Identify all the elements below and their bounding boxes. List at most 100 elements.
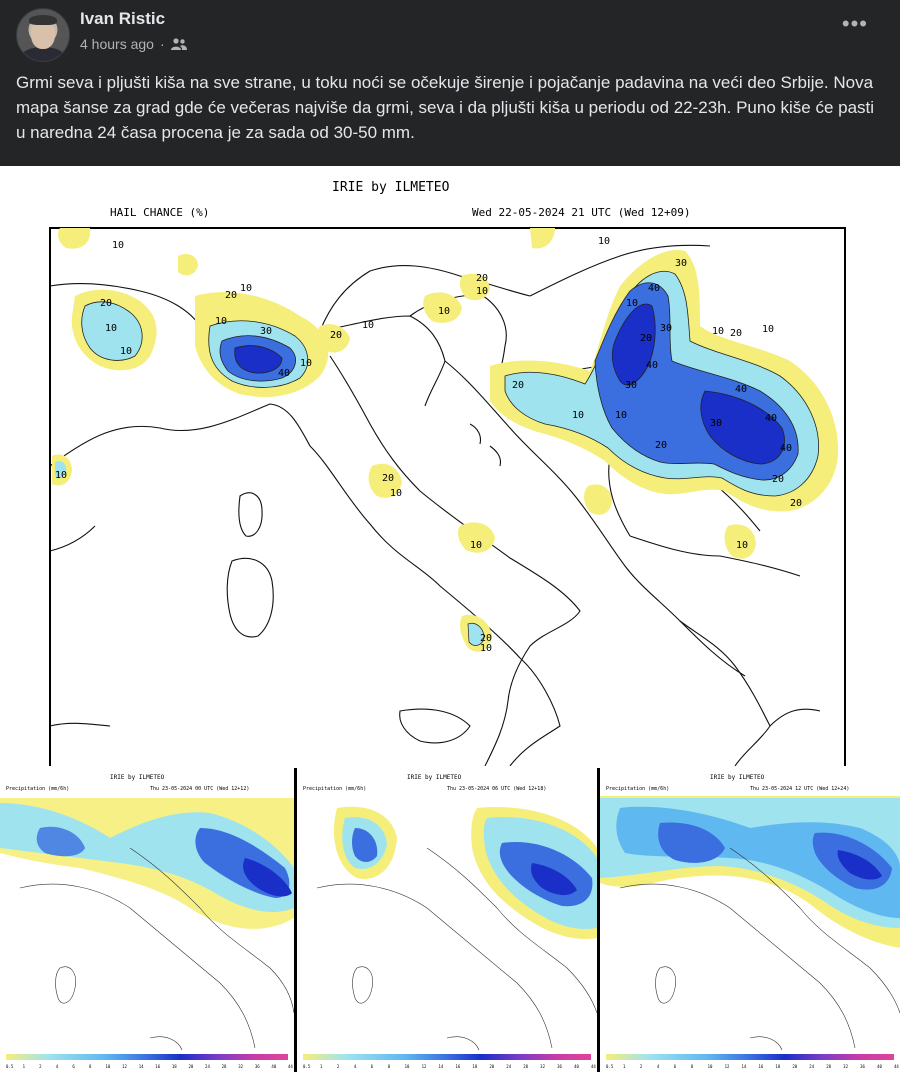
thumbnail-3-left-label: Precipitation (mm/6h) <box>606 786 669 792</box>
svg-text:20: 20 <box>476 273 488 284</box>
legend-tick: 40 <box>574 1064 579 1069</box>
legend-tick: 1 <box>623 1064 626 1069</box>
svg-text:10: 10 <box>105 323 117 334</box>
thumbnail-2-map: IRIE by ILMETEO Precipitation (mm/6h) Th… <box>297 768 597 1072</box>
legend-tick: 20 <box>792 1064 797 1069</box>
svg-text:20: 20 <box>330 330 342 341</box>
svg-text:20: 20 <box>772 474 784 485</box>
legend-tick: 16 <box>155 1064 160 1069</box>
legend-tick: 40 <box>271 1064 276 1069</box>
thumbnail-1-title: IRIE by ILMETEO <box>110 774 165 781</box>
legend-tick: 44 <box>288 1064 293 1069</box>
legend-tick: 20 <box>188 1064 193 1069</box>
svg-text:10: 10 <box>736 540 748 551</box>
svg-text:10: 10 <box>215 316 227 327</box>
legend-tick: 8 <box>89 1064 92 1069</box>
post-time[interactable]: 4 hours ago <box>80 36 154 52</box>
legend-tick: 6 <box>72 1064 75 1069</box>
thumbnail-1-map: IRIE by ILMETEO Precipitation (mm/6h) Th… <box>0 768 294 1072</box>
avatar[interactable] <box>16 8 70 62</box>
legend-tick: 10 <box>708 1064 713 1069</box>
hail-chance-map: IRIE by ILMETEO HAIL CHANCE (%) Wed 22-0… <box>0 166 900 766</box>
legend-tick: 20 <box>489 1064 494 1069</box>
legend-tick: 18 <box>472 1064 477 1069</box>
svg-text:20: 20 <box>730 328 742 339</box>
thumbnail-1-legend <box>6 1054 288 1060</box>
meta-separator: · <box>159 36 165 52</box>
author-name[interactable]: Ivan Ristic <box>80 9 166 28</box>
legend-tick: 2 <box>337 1064 340 1069</box>
thumbnail-2-legend <box>303 1054 591 1060</box>
legend-tick: 18 <box>775 1064 780 1069</box>
legend-tick: 4 <box>56 1064 59 1069</box>
legend-tick: 2 <box>640 1064 643 1069</box>
thumbnail-3-legend <box>606 1054 894 1060</box>
thumbnail-2-title: IRIE by ILMETEO <box>407 774 462 781</box>
svg-text:20: 20 <box>640 333 652 344</box>
friends-icon[interactable] <box>170 38 187 50</box>
legend-tick: 10 <box>106 1064 111 1069</box>
thumbnail-2[interactable]: IRIE by ILMETEO Precipitation (mm/6h) Th… <box>297 768 597 1072</box>
thumbnail-3-title: IRIE by ILMETEO <box>710 774 765 781</box>
legend-tick: 1 <box>320 1064 323 1069</box>
svg-text:20: 20 <box>655 440 667 451</box>
thumbnail-2-right-label: Thu 23-05-2024 06 UTC (Wed 12+18) <box>447 786 546 792</box>
thumbnail-3[interactable]: IRIE by ILMETEO Precipitation (mm/6h) Th… <box>600 768 900 1072</box>
main-map-right-label: Wed 22-05-2024 21 UTC (Wed 12+09) <box>472 206 691 219</box>
svg-text:10: 10 <box>762 324 774 335</box>
hail-areas <box>52 228 839 652</box>
svg-text:20: 20 <box>382 473 394 484</box>
thumbnail-3-legend-ticks: 0.5 1 2 4 6 8 10 12 14 16 18 20 24 28 32 36 40 44 <box>606 1064 899 1069</box>
legend-tick: 44 <box>894 1064 899 1069</box>
avatar-shirt <box>21 47 65 61</box>
more-options-icon[interactable]: ••• <box>841 11 868 36</box>
legend-tick: 0.5 <box>606 1064 614 1069</box>
legend-tick: 8 <box>388 1064 391 1069</box>
legend-tick: 4 <box>657 1064 660 1069</box>
precipitation-thumbnails: IRIE by ILMETEO Precipitation (mm/6h) Th… <box>0 768 900 1072</box>
svg-text:10: 10 <box>572 410 584 421</box>
main-map-left-label: HAIL CHANCE (%) <box>110 206 209 219</box>
legend-tick: 32 <box>843 1064 848 1069</box>
legend-tick: 36 <box>255 1064 260 1069</box>
thumbnail-2-legend-ticks: 0.5 1 2 4 6 8 10 12 14 16 18 20 24 28 32 36 40 44 <box>303 1064 596 1069</box>
svg-text:10: 10 <box>470 540 482 551</box>
map-frame <box>49 227 846 766</box>
post-body: Grmi seva i pljušti kiša na sve strane, … <box>16 73 875 142</box>
legend-tick: 14 <box>139 1064 144 1069</box>
avatar-hair <box>29 15 57 25</box>
svg-text:40: 40 <box>278 368 290 379</box>
legend-tick: 1 <box>23 1064 26 1069</box>
post-image[interactable]: IRIE by ILMETEO HAIL CHANCE (%) Wed 22-0… <box>0 166 900 1072</box>
legend-tick: 0.5 <box>303 1064 311 1069</box>
thumbnail-2-left-label: Precipitation (mm/6h) <box>303 786 366 792</box>
svg-text:10: 10 <box>55 470 67 481</box>
legend-tick: 24 <box>506 1064 511 1069</box>
legend-tick: 4 <box>354 1064 357 1069</box>
svg-text:10: 10 <box>300 358 312 369</box>
legend-tick: 32 <box>238 1064 243 1069</box>
legend-tick: 2 <box>39 1064 42 1069</box>
svg-text:40: 40 <box>780 443 792 454</box>
svg-text:30: 30 <box>675 258 687 269</box>
svg-text:10: 10 <box>480 643 492 654</box>
svg-text:30: 30 <box>710 418 722 429</box>
svg-text:20: 20 <box>225 290 237 301</box>
legend-tick: 28 <box>222 1064 227 1069</box>
legend-tick: 36 <box>860 1064 865 1069</box>
svg-text:40: 40 <box>648 283 660 294</box>
post-header: Ivan Ristic 4 hours ago · ••• <box>0 0 900 64</box>
svg-text:40: 40 <box>735 384 747 395</box>
legend-tick: 24 <box>809 1064 814 1069</box>
svg-text:20: 20 <box>100 298 112 309</box>
svg-text:30: 30 <box>260 326 272 337</box>
legend-tick: 18 <box>172 1064 177 1069</box>
legend-tick: 0.5 <box>6 1064 14 1069</box>
legend-tick: 16 <box>455 1064 460 1069</box>
svg-text:10: 10 <box>438 306 450 317</box>
legend-tick: 16 <box>758 1064 763 1069</box>
svg-text:10: 10 <box>615 410 627 421</box>
svg-text:30: 30 <box>625 380 637 391</box>
thumbnail-1[interactable]: IRIE by ILMETEO Precipitation (mm/6h) Th… <box>0 768 294 1072</box>
thumbnail-1-left-label: Precipitation (mm/6h) <box>6 786 69 792</box>
